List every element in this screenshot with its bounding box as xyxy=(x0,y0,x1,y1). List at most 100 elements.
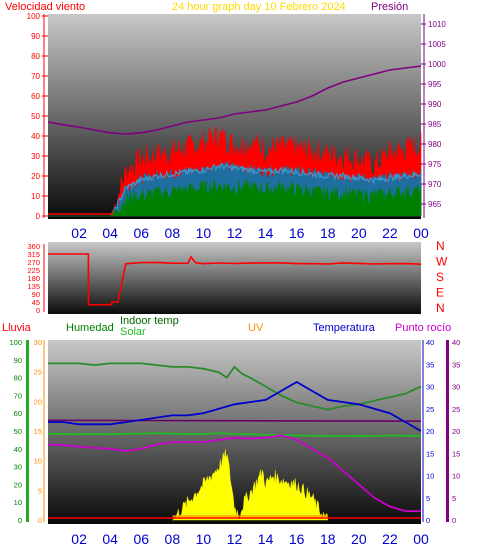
compass-label: W xyxy=(436,255,448,269)
bottom-x-tick: 18 xyxy=(320,531,336,547)
wind-y-tick: 20 xyxy=(31,172,40,181)
dewpoint-y-tick: 30 xyxy=(452,383,460,392)
compass-label: N xyxy=(436,301,445,315)
dewpoint-line xyxy=(47,434,421,513)
compass-label: S xyxy=(436,270,444,284)
wind-x-tick: 22 xyxy=(382,225,398,241)
direction-y-tick: 315 xyxy=(27,250,40,259)
temperature-y-tick: 15 xyxy=(426,449,434,458)
bottom-x-tick: 00 xyxy=(413,531,429,547)
solar-label: Solar xyxy=(120,326,146,338)
wind-x-tick: 16 xyxy=(289,225,305,241)
humidity-y-axis xyxy=(26,340,29,522)
rain-y-tick: 30 xyxy=(34,338,42,347)
wind-y-tick: 90 xyxy=(31,32,40,41)
pressure-y-tick: 975 xyxy=(428,160,442,169)
temperature-line xyxy=(48,380,422,432)
temperature-y-tick: 20 xyxy=(426,427,434,436)
wind-x-tick: 12 xyxy=(227,225,243,241)
wind-direction-line xyxy=(48,253,422,306)
humidity-y-tick: 90 xyxy=(14,356,22,365)
pressure-y-tick: 985 xyxy=(428,120,442,129)
bottom-x-tick: 02 xyxy=(71,531,87,547)
wind-y-tick: 70 xyxy=(31,72,40,81)
dewpoint-y-tick: 35 xyxy=(452,360,460,369)
wind-y-tick: 60 xyxy=(31,92,40,101)
wind-x-tick: 10 xyxy=(196,225,212,241)
humidity-y-tick: 40 xyxy=(14,445,22,454)
temperature-y-tick: 0 xyxy=(426,516,430,525)
humidity-y-tick: 80 xyxy=(14,374,22,383)
pressure-y-tick: 970 xyxy=(428,180,442,189)
temperature-panel-background xyxy=(48,340,421,524)
dewpoint-y-tick: 15 xyxy=(452,449,460,458)
pressure-label: Presión xyxy=(371,1,408,13)
temperature-label: Temperatura xyxy=(313,322,376,334)
bottom-x-tick: 04 xyxy=(102,531,118,547)
dewpoint-y-tick: 40 xyxy=(452,338,460,347)
wind-y-tick: 80 xyxy=(31,52,40,61)
temperature-y-tick: 5 xyxy=(426,494,430,503)
indoor-temp-label: Indoor temp xyxy=(120,315,179,327)
rain-y-tick: 20 xyxy=(34,397,42,406)
dewpoint-y-tick: 5 xyxy=(452,494,456,503)
pressure-line xyxy=(47,65,422,135)
rain-y-tick: 5 xyxy=(38,486,42,495)
indoor-temp-line xyxy=(47,432,421,437)
wind-x-tick: 00 xyxy=(413,225,429,241)
humidity-y-tick: 100 xyxy=(9,338,22,347)
humidity-y-tick: 70 xyxy=(14,391,22,400)
bottom-x-tick: 14 xyxy=(258,531,274,547)
temperature-y-tick: 25 xyxy=(426,405,434,414)
rain-y-tick: 25 xyxy=(34,368,42,377)
compass-label: N xyxy=(436,239,445,253)
dewpoint-y-axis xyxy=(446,340,449,522)
pressure-y-tick: 965 xyxy=(428,200,442,209)
wind-x-tick: 08 xyxy=(165,225,181,241)
pressure-y-tick: 1000 xyxy=(428,60,446,69)
bottom-x-tick: 16 xyxy=(289,531,305,547)
rain-label: Lluvia xyxy=(2,322,32,334)
direction-y-tick: 270 xyxy=(27,258,40,267)
wind-speed-label: Velocidad viento xyxy=(5,1,85,13)
wind-x-tick: 02 xyxy=(71,225,87,241)
temperature-y-tick: 10 xyxy=(426,472,434,481)
wind-x-tick: 18 xyxy=(320,225,336,241)
pressure-y-tick: 980 xyxy=(428,140,442,149)
humidity-y-tick: 50 xyxy=(14,427,22,436)
bottom-x-tick: 08 xyxy=(165,531,181,547)
direction-y-tick: 45 xyxy=(32,298,40,307)
wind-y-tick: 50 xyxy=(31,112,40,121)
bottom-x-tick: 06 xyxy=(133,531,149,547)
uv-label: UV xyxy=(248,322,264,334)
wind-average-line xyxy=(114,162,421,210)
compass-label: E xyxy=(436,286,444,300)
bottom-x-tick: 10 xyxy=(196,531,212,547)
dewpoint-label: Punto rocío xyxy=(395,322,451,334)
pressure-y-tick: 995 xyxy=(428,80,442,89)
solar-area xyxy=(172,449,329,521)
reference-line xyxy=(47,419,422,423)
rain-y-tick: 10 xyxy=(34,457,42,466)
wind-y-tick: 100 xyxy=(27,12,41,21)
wind-x-tick: 20 xyxy=(351,225,367,241)
wind-x-tick: 06 xyxy=(133,225,149,241)
humidity-label: Humedad xyxy=(66,322,114,334)
temperature-y-tick: 40 xyxy=(426,338,434,347)
dewpoint-y-tick: 20 xyxy=(452,427,460,436)
direction-panel-background xyxy=(48,242,421,314)
chart-marks: 0102030405060708090100965970975980985990… xyxy=(9,12,460,547)
wind-y-tick: 30 xyxy=(31,152,40,161)
dewpoint-y-tick: 10 xyxy=(452,472,460,481)
humidity-y-tick: 20 xyxy=(14,480,22,489)
wind-y-tick: 0 xyxy=(36,212,41,221)
direction-y-tick: 0 xyxy=(36,306,40,315)
bottom-x-tick: 22 xyxy=(382,531,398,547)
bottom-x-tick: 12 xyxy=(227,531,243,547)
direction-y-tick: 225 xyxy=(27,266,40,275)
direction-y-tick: 135 xyxy=(27,282,40,291)
humidity-y-tick: 30 xyxy=(14,463,22,472)
rain-y-tick: 0 xyxy=(38,516,42,525)
